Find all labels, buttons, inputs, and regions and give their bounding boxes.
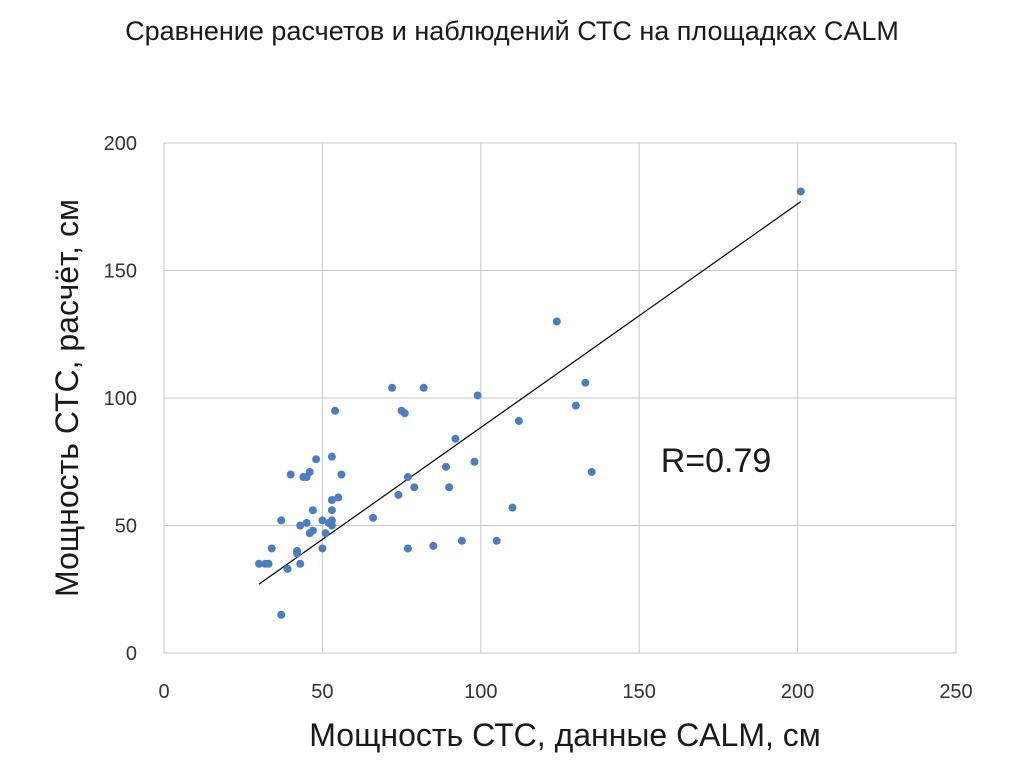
data-point (457, 536, 466, 545)
data-point (473, 391, 482, 400)
x-axis-label: Мощность СТС, данные CALM, см (309, 717, 821, 753)
y-tick-label: 0 (126, 643, 137, 665)
x-tick-label: 100 (464, 681, 497, 703)
data-point (581, 378, 590, 387)
data-point (552, 317, 561, 326)
data-point (305, 467, 314, 476)
chart-title: Сравнение расчетов и наблюдений СТС на п… (125, 16, 899, 46)
y-tick-label: 50 (115, 516, 137, 538)
y-tick-label: 200 (104, 133, 137, 155)
data-points (255, 187, 805, 619)
data-point (267, 544, 276, 553)
x-tick-label: 150 (623, 681, 656, 703)
data-point (492, 536, 501, 545)
data-point (388, 383, 397, 392)
data-point (308, 526, 317, 535)
data-point (327, 496, 336, 504)
data-point (403, 473, 412, 482)
data-point (286, 470, 295, 479)
data-point (470, 457, 479, 466)
data-point (419, 383, 428, 392)
data-point (571, 401, 580, 410)
x-tick-label: 50 (311, 681, 333, 703)
grid-layer (163, 142, 957, 654)
x-tick-label: 0 (158, 681, 169, 703)
data-point (429, 541, 438, 550)
data-point (508, 503, 517, 512)
trendline (258, 201, 802, 585)
data-point (441, 462, 450, 471)
data-point (334, 493, 343, 502)
data-point (283, 564, 292, 573)
data-point (308, 506, 317, 515)
data-point (587, 467, 596, 476)
tick-labels: 0 50 100 150 200 250 0 50 100 150 200 (104, 133, 973, 703)
data-point (293, 547, 302, 555)
data-point (321, 529, 330, 538)
data-point (337, 470, 346, 479)
data-point (327, 516, 336, 525)
data-point (327, 452, 336, 461)
data-point (796, 187, 805, 196)
y-tick-label: 100 (104, 388, 137, 410)
data-point (318, 516, 327, 525)
data-point (277, 610, 286, 619)
correlation-annotation: R=0.79 (661, 442, 772, 480)
data-point (264, 559, 273, 568)
data-point (410, 483, 419, 492)
x-tick-label: 250 (939, 681, 972, 703)
data-point (403, 544, 412, 553)
data-point (312, 455, 321, 464)
trendline-layer (258, 201, 802, 585)
data-point (331, 406, 340, 415)
y-axis-label: Мощность СТС, расчёт, см (49, 199, 85, 597)
data-point (327, 506, 336, 515)
data-point (514, 416, 523, 425)
data-point (255, 559, 264, 568)
data-point (296, 521, 305, 530)
data-point (296, 559, 305, 568)
x-tick-label: 200 (781, 681, 814, 703)
data-point (277, 516, 286, 525)
data-point (318, 544, 327, 553)
data-point (400, 409, 409, 418)
data-point (394, 490, 403, 499)
data-point (369, 513, 378, 522)
y-tick-label: 150 (104, 261, 137, 283)
data-point (302, 518, 311, 527)
data-point (451, 434, 460, 443)
data-point (445, 483, 454, 492)
